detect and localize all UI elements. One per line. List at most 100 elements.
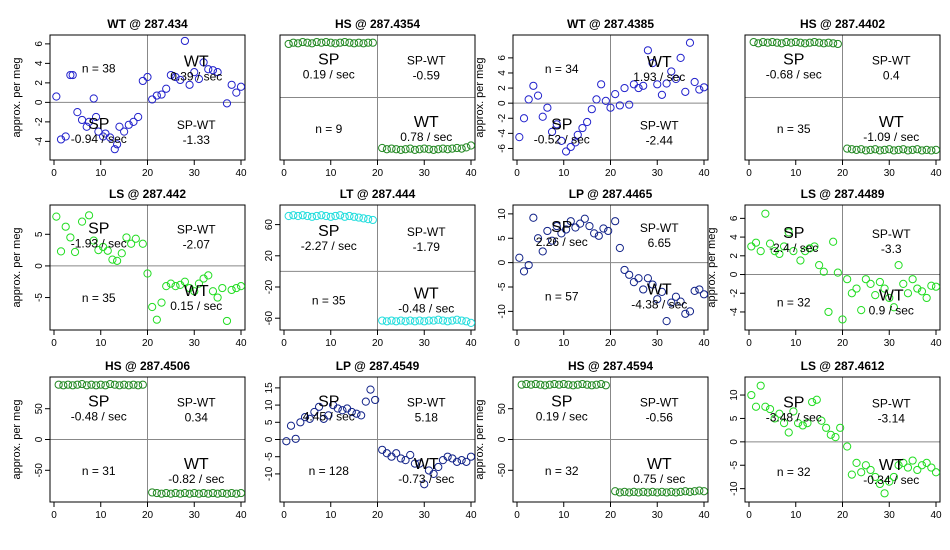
sp-label: SP: [318, 223, 339, 240]
x-tick-label: 0: [51, 510, 57, 521]
n-count: n = 35: [312, 294, 346, 308]
data-point: [180, 36, 189, 46]
data-point: [625, 270, 634, 279]
x-tick-label: 20: [142, 168, 154, 179]
data-point: [415, 459, 424, 468]
data-point: [899, 279, 908, 288]
data-point: [931, 468, 941, 477]
data-point: [768, 37, 777, 47]
data-point: [657, 487, 667, 496]
wt-label: WT: [647, 456, 672, 473]
data-point: [699, 290, 709, 299]
wt-rate: -0.82 / sec: [168, 472, 224, 486]
panel-title: LT @ 287.444: [340, 187, 416, 201]
data-point: [685, 38, 695, 47]
data-point: [284, 211, 293, 221]
x-tick-label: 30: [189, 510, 201, 521]
data-point: [91, 112, 101, 122]
sp-label: SP: [783, 225, 804, 242]
data-point: [866, 279, 875, 288]
data-point: [424, 145, 434, 154]
data-point: [857, 145, 866, 154]
y-tick-label: 6: [34, 41, 45, 47]
data-point: [871, 145, 880, 154]
data-point: [643, 46, 653, 55]
data-point: [662, 488, 671, 497]
n-count: n = 32: [777, 465, 811, 479]
data-point: [392, 145, 401, 154]
wt-label: WT: [184, 283, 209, 300]
data-point: [392, 449, 401, 458]
data-point: [749, 37, 758, 47]
data-point: [808, 397, 817, 407]
spwt-value: 0.34: [185, 410, 209, 424]
data-point: [171, 72, 180, 82]
data-point: [406, 450, 415, 460]
data-point: [77, 379, 87, 389]
data-point: [587, 105, 596, 114]
chart-panel-9: HS @ 287.4506 0 10 20 30 40 -50 0 50 approx. per …: [11, 359, 247, 521]
data-point: [56, 135, 66, 144]
data-point: [84, 211, 94, 220]
data-point: [166, 489, 175, 498]
x-tick-label: 10: [95, 510, 107, 521]
data-point: [662, 79, 671, 88]
wt-rate: -4.38 / sec: [631, 297, 687, 311]
data-point: [338, 406, 347, 415]
data-point: [152, 488, 161, 498]
data-point: [615, 243, 624, 253]
data-point: [861, 146, 870, 155]
data-point: [227, 488, 236, 498]
data-point: [566, 217, 575, 226]
data-point: [222, 99, 232, 108]
x-tick-label: 20: [372, 510, 384, 521]
data-point: [931, 145, 941, 154]
spwt-value: -2.44: [646, 134, 674, 148]
data-point: [789, 247, 798, 256]
data-point: [194, 489, 204, 498]
data-point: [166, 279, 175, 288]
data-point: [438, 144, 448, 153]
data-point: [352, 409, 361, 418]
data-point: [676, 53, 685, 62]
x-tick-label: 40: [698, 338, 710, 349]
x-tick-label: 30: [419, 168, 431, 179]
data-point: [190, 287, 199, 296]
data-point: [852, 284, 861, 293]
panel-title: WT @ 287.434: [107, 17, 188, 31]
data-point: [880, 284, 889, 293]
data-point: [115, 122, 124, 131]
data-point: [601, 381, 610, 390]
data-point: [578, 123, 587, 133]
data-point: [89, 94, 98, 103]
x-tick-label: 0: [746, 168, 752, 179]
data-point: [756, 247, 765, 256]
data-point: [676, 487, 685, 496]
data-point: [758, 37, 768, 47]
data-point: [134, 381, 143, 390]
data-point: [861, 275, 870, 284]
x-tick-label: 10: [95, 168, 107, 179]
data-point: [434, 462, 443, 472]
data-point: [466, 452, 476, 461]
data-point: [129, 117, 138, 126]
data-point: [634, 488, 643, 497]
data-point: [889, 472, 899, 482]
data-point: [63, 380, 73, 389]
data-point: [357, 411, 366, 420]
data-point: [52, 92, 61, 101]
x-tick-label: 20: [605, 338, 617, 349]
data-point: [152, 315, 161, 324]
data-point: [885, 293, 894, 303]
wt-label: WT: [647, 54, 672, 71]
wt-label: WT: [184, 54, 209, 71]
data-point: [885, 477, 894, 486]
data-point: [312, 211, 321, 221]
x-tick-label: 20: [142, 510, 154, 521]
data-point: [533, 234, 543, 243]
data-point: [68, 381, 77, 390]
sp-label: SP: [318, 51, 339, 68]
data-point: [927, 463, 936, 472]
data-point: [162, 84, 171, 93]
sp-label: SP: [88, 393, 109, 410]
